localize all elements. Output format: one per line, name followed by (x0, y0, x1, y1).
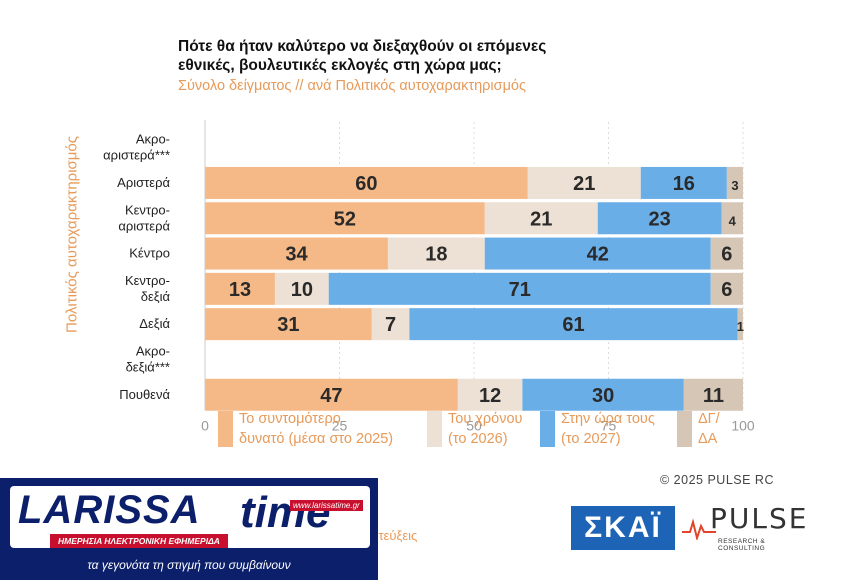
legend-label: Το συντομότερο δυνατό (μέσα στο 2025) (239, 411, 394, 447)
chart-title-line1: Πότε θα ήταν καλύτερο να διεξαχθούν οι ε… (178, 38, 547, 55)
skai-logo: ΣΚΑΪ (571, 506, 675, 550)
larissatime-brand: LARISSA (18, 488, 201, 532)
legend-swatch (427, 411, 442, 447)
legend-label: Του χρόνου (το 2026) (448, 411, 523, 447)
chart-title: Πότε θα ήταν καλύτερο να διεξαχθούν οι ε… (178, 37, 546, 75)
bar-segment (522, 378, 684, 411)
bar-segment (205, 378, 458, 411)
legend-item: ΔΓ/ ΔΑ (677, 409, 720, 449)
category-label: Κεντρο-δεξιά (125, 273, 171, 304)
x-tick-label: 100 (731, 417, 755, 433)
bar-value-label: 21 (530, 208, 552, 230)
bar-value-label: 10 (291, 279, 313, 301)
bar-value-label: 31 (277, 314, 299, 336)
bar-segment (683, 378, 743, 411)
category-label: Κεντρο-αριστερά (118, 202, 170, 233)
pulse-wave-icon (682, 518, 716, 540)
legend-label: Στην ώρα τους (το 2027) (561, 411, 655, 447)
bar-value-label: 30 (592, 385, 614, 407)
bar-value-label: 6 (721, 244, 732, 266)
legend-swatch (218, 411, 233, 447)
bar-segment (597, 202, 722, 235)
category-label: Ακρο-δεξιά*** (126, 343, 170, 374)
bar-segment (721, 202, 743, 235)
bar-value-label: 71 (509, 279, 531, 301)
category-label: Πουθενά (119, 387, 170, 402)
pulse-logo: PULSE RESEARCH & CONSULTING (682, 500, 806, 552)
bar-segment (205, 202, 485, 235)
bar-segment (527, 166, 641, 199)
bar-segment (726, 166, 743, 199)
bar-value-label: 11 (703, 385, 724, 407)
chart-title-line2: εθνικές, βουλευτικές εκλογές στη χώρα μα… (178, 57, 502, 74)
bar-value-label: 16 (673, 173, 695, 195)
bar-segment (205, 166, 528, 199)
pulse-logo-name: PULSE (710, 502, 809, 535)
category-label: Αριστερά (117, 175, 170, 190)
partial-caption: ντεύξεις (372, 528, 418, 543)
category-label: Κέντρο (129, 246, 170, 261)
bar-segment (328, 272, 711, 305)
bar-segment (387, 237, 485, 270)
bar-segment (205, 237, 388, 270)
bar-segment (205, 272, 275, 305)
bar-value-label: 52 (334, 208, 356, 230)
x-tick-label: 75 (601, 417, 617, 433)
bar-segment (640, 166, 727, 199)
x-tick-label: 50 (466, 417, 482, 433)
legend-swatch (677, 411, 692, 447)
bar-segment (457, 378, 523, 411)
bar-value-label: 21 (573, 173, 595, 195)
bar-value-label: 6 (721, 279, 732, 301)
bar-value-label: 12 (479, 385, 501, 407)
bar-segment (484, 202, 598, 235)
bar-segment (737, 308, 743, 341)
category-label: Δεξιά (139, 316, 170, 331)
bar-segment (274, 272, 329, 305)
legend-item: Του χρόνου (το 2026) (427, 409, 522, 449)
larissatime-url[interactable]: www.larissatime.gr (290, 500, 363, 511)
bar-value-label: 13 (229, 279, 251, 301)
pulse-logo-tagline: RESEARCH & CONSULTING (718, 538, 766, 552)
bar-value-label: 4 (729, 213, 737, 228)
bar-segment (710, 237, 743, 270)
bar-segment (371, 308, 410, 341)
bar-value-label: 1 (737, 319, 744, 334)
bar-segment (710, 272, 743, 305)
chart-subtitle: Σύνολο δείγματος // ανά Πολιτικός αυτοχα… (178, 78, 526, 94)
legend-label: ΔΓ/ ΔΑ (698, 411, 720, 447)
larissatime-banner[interactable]: LARISSA time www.larissatime.gr ΗΜΕΡΗΣΙΑ… (0, 478, 378, 580)
bar-value-label: 61 (562, 314, 584, 336)
category-label: Ακρο-αριστερά*** (103, 132, 170, 163)
larissatime-tagline: ΗΜΕΡΗΣΙΑ ΗΛΕΚΤΡΟΝΙΚΗ ΕΦΗΜΕΡΙΔΑ (50, 534, 228, 548)
bar-segment (409, 308, 738, 341)
larissatime-time: time (240, 488, 331, 537)
legend-item: Στην ώρα τους (το 2027) (540, 409, 655, 449)
stacked-bar-chart: 0 25 50 75 100 Ακρο-αριστερά*** Αριστερά Κεντρο… (103, 120, 755, 433)
bar-value-label: 42 (587, 244, 609, 266)
bar-value-label: 3 (731, 178, 738, 193)
bar-segment (484, 237, 711, 270)
x-tick-label: 25 (332, 417, 348, 433)
bar-value-label: 18 (425, 244, 447, 266)
larissatime-slogan: τα γεγονότα τη στιγμή που συμβαίνουν (87, 558, 291, 572)
bar-value-label: 34 (285, 244, 308, 266)
x-tick-label: 0 (201, 417, 209, 433)
bar-value-label: 60 (355, 173, 377, 195)
legend-swatch (540, 411, 555, 447)
legend-item: Το συντομότερο δυνατό (μέσα στο 2025) (218, 409, 393, 449)
bar-value-label: 47 (320, 385, 342, 407)
bar-segment (205, 308, 372, 341)
copyright-text: © 2025 PULSE RC (660, 473, 774, 487)
bar-value-label: 23 (648, 208, 670, 230)
bar-value-label: 7 (385, 314, 396, 336)
